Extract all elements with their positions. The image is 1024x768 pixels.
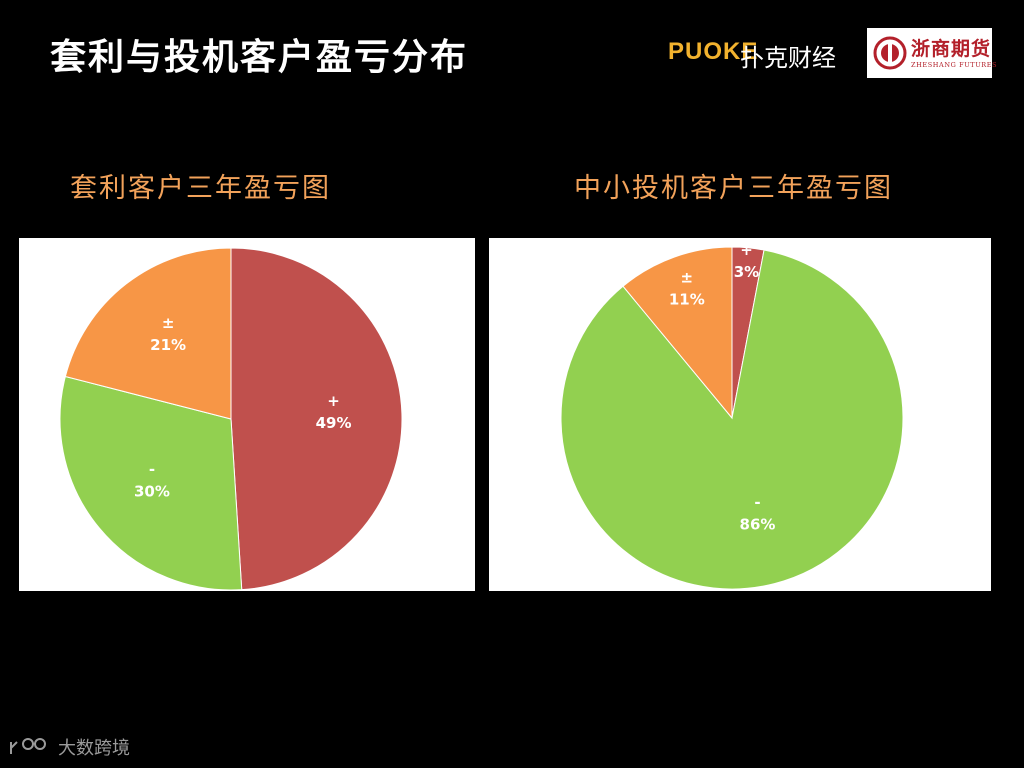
pie-label-loss: - bbox=[754, 493, 760, 511]
page-title: 套利与投机客户盈亏分布 bbox=[50, 37, 469, 78]
pie-slice-loss bbox=[560, 249, 904, 590]
pie-value-breakeven: 11% bbox=[669, 291, 705, 309]
watermark: 大数跨境 bbox=[8, 734, 130, 760]
pie-slice-loss bbox=[59, 375, 243, 591]
pie-value-loss: 30% bbox=[134, 482, 170, 500]
pie-slice-profit bbox=[230, 247, 403, 591]
puoke-logo-cn: 扑克财经 bbox=[740, 44, 836, 72]
pie-slice-breakeven bbox=[622, 246, 733, 420]
pie-chart-speculation: +3% - 86% ±11% bbox=[489, 238, 991, 591]
zheshang-seal-icon bbox=[873, 36, 907, 70]
dashu-logo-icon bbox=[10, 738, 46, 754]
pie-label-breakeven: ± bbox=[681, 269, 694, 287]
pie-label-profit: + bbox=[327, 392, 340, 410]
pie-label-profit: + bbox=[740, 241, 753, 259]
zheshang-name: 浙商期货 bbox=[911, 38, 992, 60]
pie-value-loss: 86% bbox=[740, 515, 776, 533]
pie-chart-arbitrage: +49% - 30% ±21% bbox=[19, 238, 475, 591]
pie-label-breakeven: ± bbox=[162, 314, 175, 332]
pie-label-loss: - bbox=[149, 460, 155, 478]
watermark-text: 大数跨境 bbox=[58, 738, 130, 759]
pie-value-breakeven: 21% bbox=[150, 336, 186, 354]
chart-title-arbitrage: 套利客户三年盈亏图 bbox=[70, 173, 331, 204]
pie-value-profit: 3% bbox=[734, 263, 759, 281]
pie-svg-arbitrage: +49% - 30% ±21% bbox=[59, 247, 403, 591]
pie-slice-breakeven bbox=[64, 247, 232, 420]
chart-title-speculation: 中小投机客户三年盈亏图 bbox=[574, 173, 893, 204]
pie-value-profit: 49% bbox=[316, 414, 352, 432]
pie-svg-speculation: +3% - 86% ±11% bbox=[560, 241, 904, 590]
puoke-logo-text: PUOKE bbox=[668, 38, 759, 65]
zheshang-logo: 浙商期货 ZHESHANG FUTURES bbox=[867, 28, 997, 78]
zheshang-subtitle: ZHESHANG FUTURES bbox=[911, 61, 998, 69]
